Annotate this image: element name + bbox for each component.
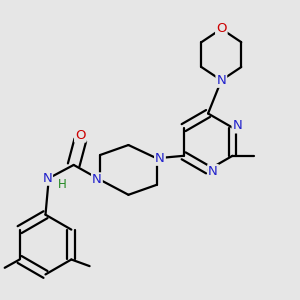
Text: O: O (75, 129, 86, 142)
Text: N: N (208, 165, 218, 178)
Text: H: H (58, 178, 67, 191)
Text: N: N (42, 172, 52, 185)
Text: O: O (216, 22, 226, 35)
Text: N: N (217, 74, 226, 87)
Text: N: N (155, 152, 165, 165)
Text: N: N (232, 119, 242, 132)
Text: N: N (92, 173, 102, 186)
